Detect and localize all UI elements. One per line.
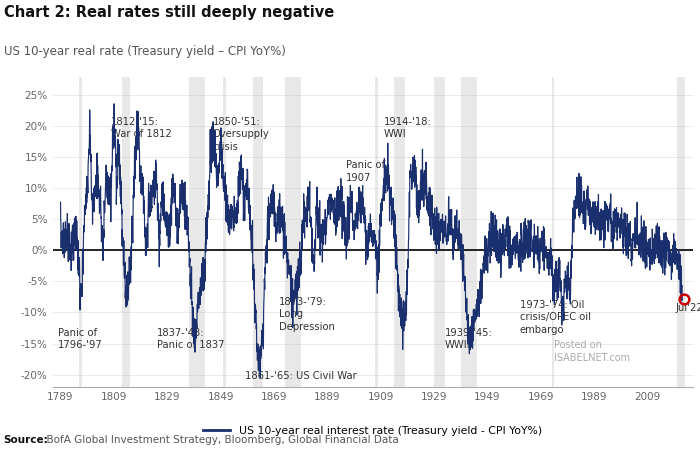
Text: Posted on
ISABELNET.com: Posted on ISABELNET.com	[554, 340, 631, 363]
Text: Source:: Source:	[4, 435, 48, 445]
Legend: US 10-year real interest rate (Treasury yield - CPI YoY%): US 10-year real interest rate (Treasury …	[199, 422, 547, 441]
Text: 1812-'15:
War of 1812: 1812-'15: War of 1812	[111, 117, 172, 139]
Text: 1914-'18:
WWI: 1914-'18: WWI	[384, 117, 431, 139]
Bar	[79, 76, 82, 387]
Text: Jul'22: Jul'22	[676, 303, 700, 313]
Text: US 10-year real rate (Treasury yield – CPI YoY%): US 10-year real rate (Treasury yield – C…	[4, 45, 286, 58]
Text: 1861-'65: US Civil War: 1861-'65: US Civil War	[245, 372, 356, 382]
Text: Panic of
1907: Panic of 1907	[346, 160, 385, 183]
Bar	[188, 76, 204, 387]
Bar	[461, 76, 477, 387]
Bar	[253, 76, 263, 387]
Bar	[375, 76, 378, 387]
Text: Panic of
1796-'97: Panic of 1796-'97	[58, 328, 103, 351]
Bar	[285, 76, 301, 387]
Bar	[394, 76, 405, 387]
Text: 1873-'79:
Long
Depression: 1873-'79: Long Depression	[279, 297, 335, 332]
Bar	[434, 76, 444, 387]
Text: 1973-'74: Oil
crisis/OPEC oil
embargo: 1973-'74: Oil crisis/OPEC oil embargo	[519, 300, 591, 335]
Text: Chart 2: Real rates still deeply negative: Chart 2: Real rates still deeply negativ…	[4, 4, 334, 19]
Text: 1939-'45:
WWII: 1939-'45: WWII	[444, 328, 493, 351]
Bar	[122, 76, 130, 387]
Bar	[677, 76, 685, 387]
Bar	[223, 76, 226, 387]
Text: BofA Global Investment Strategy, Bloomberg, Global Financial Data: BofA Global Investment Strategy, Bloombe…	[40, 435, 399, 445]
Text: 1850-'51:
Oversupply
crisis: 1850-'51: Oversupply crisis	[213, 117, 270, 152]
Text: 1837-'43:
Panic of 1837: 1837-'43: Panic of 1837	[157, 328, 224, 351]
Bar	[552, 76, 554, 387]
